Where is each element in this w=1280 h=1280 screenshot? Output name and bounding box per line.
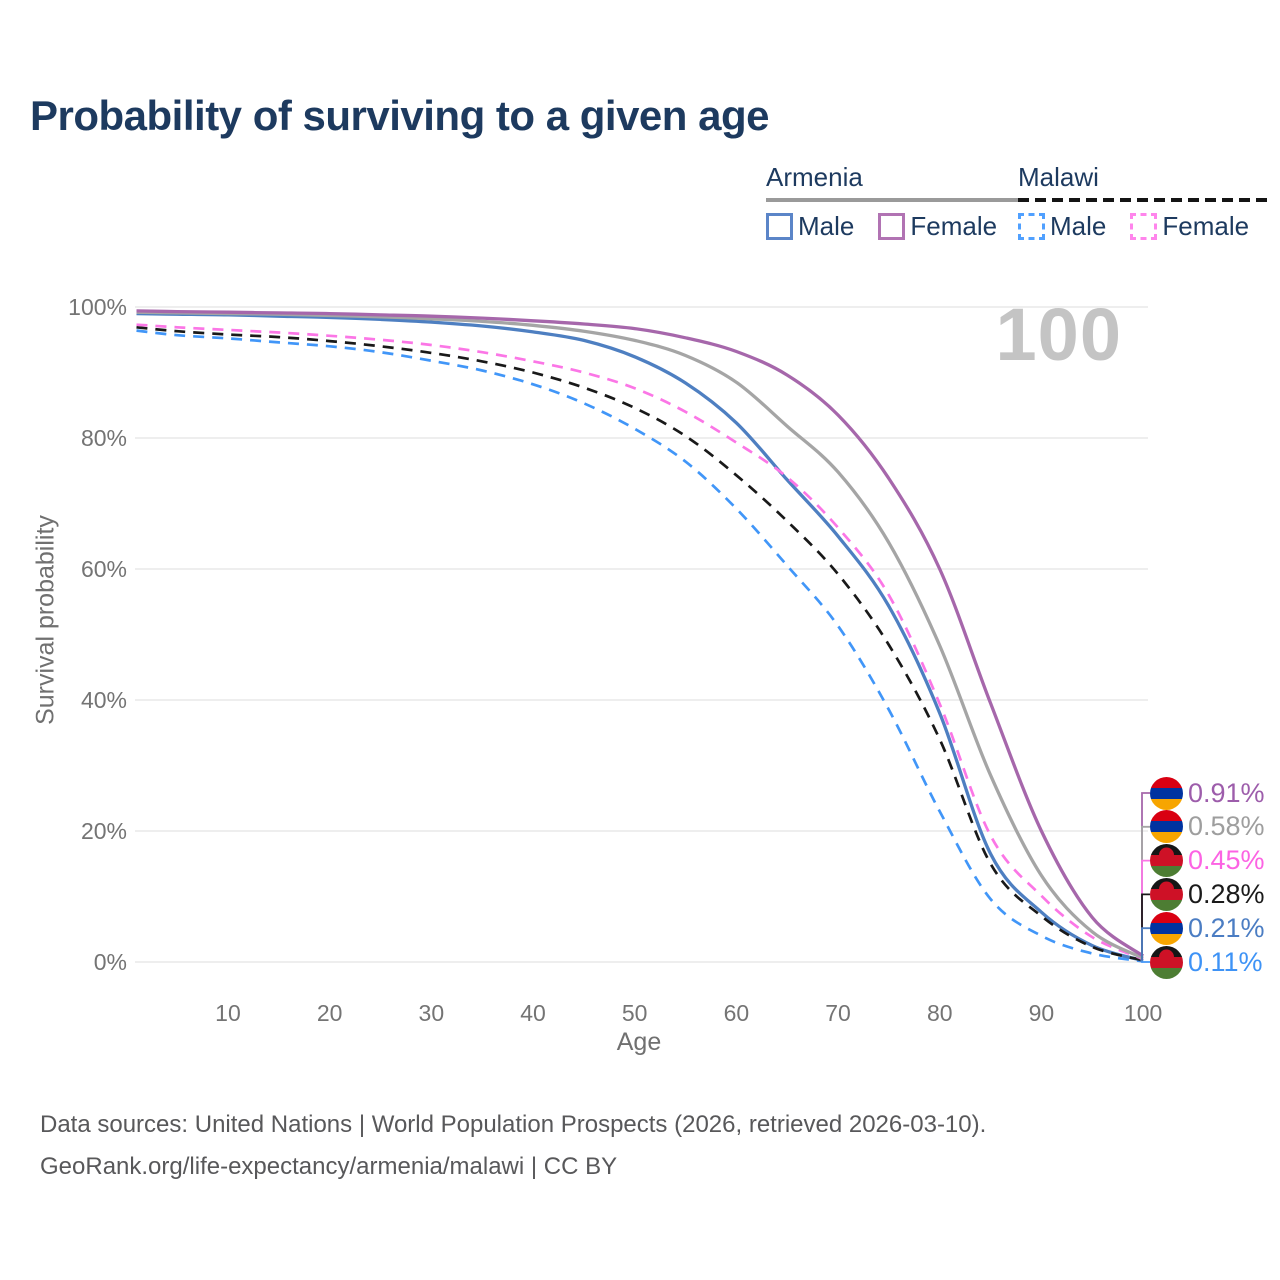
- legend-row-armenia: Male Female: [766, 211, 1021, 242]
- malawi-flag-icon: [1150, 877, 1183, 911]
- legend-item-armenia-male[interactable]: Male: [766, 211, 854, 242]
- legend-swatch-malawi-female-icon[interactable]: [1130, 213, 1158, 240]
- armenia-flag: [1150, 810, 1183, 844]
- legend-label-malawi-male: Male: [1050, 211, 1107, 241]
- malawi-flag: [1150, 844, 1183, 878]
- x-tick-label: 30: [419, 1000, 445, 1026]
- x-tick-label: 40: [520, 1000, 546, 1026]
- end-label-value: 0.21%: [1188, 912, 1265, 943]
- footer: Data sources: United Nations | World Pop…: [40, 1104, 986, 1188]
- line-armenia-all[interactable]: [136, 310, 1144, 960]
- end-label-value: 0.11%: [1188, 946, 1263, 977]
- malawi-flag: [1150, 945, 1183, 979]
- legend-item-malawi-male[interactable]: Male: [1018, 211, 1106, 242]
- armenia-flag-icon: [1150, 911, 1183, 945]
- end-label-value: 0.91%: [1188, 777, 1265, 808]
- line-malawi-all[interactable]: [136, 325, 1144, 962]
- end-label-row-armenia-female: 0.91%: [1150, 776, 1265, 810]
- y-tick-label: 20%: [81, 818, 127, 844]
- footer-sources: Data sources: United Nations | World Pop…: [40, 1111, 987, 1138]
- y-tick-label: 80%: [81, 425, 127, 451]
- armenia-flag: [1150, 911, 1183, 945]
- malawi-flag-icon: [1150, 945, 1183, 979]
- y-tick-label: 100%: [68, 294, 127, 320]
- end-label-row-malawi-all: 0.28%: [1150, 877, 1265, 911]
- armenia-flag-icon: [1150, 776, 1183, 810]
- malawi-flag: [1150, 877, 1183, 911]
- x-axis-title: Age: [616, 1028, 662, 1056]
- end-label-row-malawi-female: 0.45%: [1150, 844, 1265, 878]
- end-label-value: 0.58%: [1188, 811, 1265, 842]
- x-tick-label: 80: [927, 1000, 953, 1026]
- legend-label-armenia-female: Female: [910, 211, 998, 241]
- legend-underline-armenia: [766, 198, 1022, 202]
- y-tick-label: 40%: [81, 687, 127, 713]
- legend-item-armenia-female[interactable]: Female: [878, 211, 997, 242]
- end-label-leader: [1141, 792, 1150, 956]
- legend-row-malawi: Male Female: [1018, 211, 1273, 242]
- end-label-leader: [1141, 961, 1150, 963]
- legend-swatch-armenia-female-icon[interactable]: [878, 213, 906, 240]
- x-tick-label: 70: [825, 1000, 851, 1026]
- legend-group-armenia: Armenia Male Female: [766, 162, 1022, 242]
- line-malawi-male[interactable]: [136, 329, 1144, 963]
- end-label-row-armenia-all: 0.58%: [1150, 810, 1265, 844]
- x-tick-label: 10: [215, 1000, 241, 1026]
- armenia-flag-icon: [1150, 810, 1183, 844]
- line-armenia-female[interactable]: [136, 309, 1145, 958]
- armenia-flag: [1150, 776, 1183, 810]
- legend-label-malawi-female: Female: [1162, 211, 1250, 241]
- footer-link: GeoRank.org/life-expectancy/armenia/mala…: [40, 1153, 618, 1180]
- age-watermark: 100: [995, 293, 1122, 376]
- malawi-flag-icon: [1150, 844, 1183, 878]
- line-armenia-male[interactable]: [136, 311, 1144, 963]
- x-tick-label: 20: [317, 1000, 343, 1026]
- legend-country-armenia: Armenia: [766, 162, 863, 192]
- legend-swatch-malawi-male-icon[interactable]: [1018, 213, 1045, 240]
- y-tick-label: 60%: [81, 556, 127, 582]
- end-label-value: 0.45%: [1188, 845, 1265, 876]
- line-malawi-female[interactable]: [136, 323, 1144, 961]
- end-label-leader: [1141, 859, 1150, 960]
- legend-item-malawi-female[interactable]: Female: [1130, 211, 1249, 242]
- legend-swatch-armenia-male-icon[interactable]: [766, 213, 793, 240]
- end-label-leader: [1141, 825, 1150, 959]
- x-tick-label: 90: [1029, 1000, 1055, 1026]
- end-label-row-malawi-male: 0.11%: [1150, 945, 1263, 979]
- end-label-leader: [1141, 927, 1150, 961]
- page-title: Probability of surviving to a given age: [30, 92, 769, 139]
- end-label-row-armenia-male: 0.21%: [1150, 911, 1265, 945]
- y-tick-label: 0%: [94, 949, 127, 975]
- legend-group-malawi: Malawi Male Female: [1018, 162, 1274, 242]
- legend-underline-malawi: [1018, 198, 1274, 202]
- x-tick-label: 50: [622, 1000, 648, 1026]
- end-label-value: 0.28%: [1188, 878, 1265, 909]
- legend-country-malawi: Malawi: [1018, 162, 1099, 192]
- x-tick-label: 100: [1124, 1000, 1162, 1026]
- x-tick-label: 60: [724, 1000, 750, 1026]
- legend-label-armenia-male: Male: [798, 211, 855, 241]
